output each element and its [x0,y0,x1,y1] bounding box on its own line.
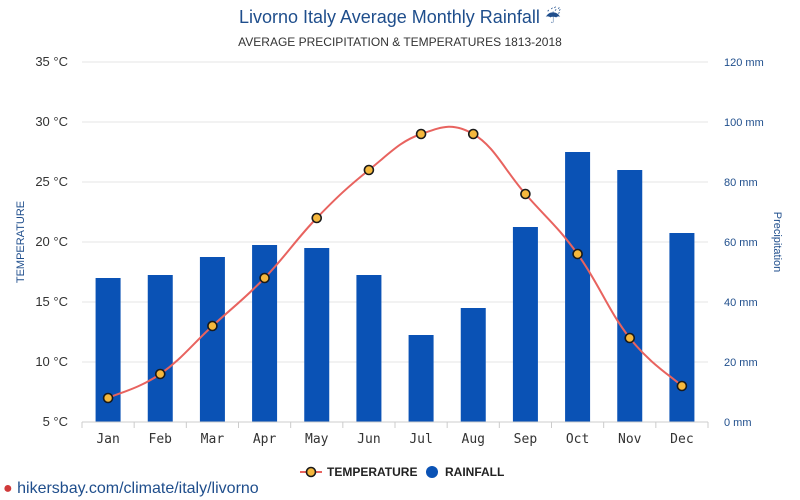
temperature-point [102,392,114,404]
x-tick-label: Jul [409,432,432,447]
footer-link[interactable]: ● hikersbay.com/climate/italy/livorno [3,480,259,498]
y-right-axis-title: Precipitation [771,212,783,273]
x-tick-label: Sep [514,432,538,447]
rainfall-bar [512,227,538,422]
rainfall-bar [617,170,643,422]
x-tick-label: May [305,432,329,447]
rainfall-bar [304,248,330,422]
x-tick-label: Feb [149,432,173,447]
temperature-point [259,272,270,284]
y-right-tick-label: 120 mm [724,57,764,69]
y-left-tick-label: 20 °C [35,234,68,249]
footer-url: hikersbay.com/climate/italy/livorno [17,480,259,497]
rainfall-bar [147,275,173,422]
legend-layer: TEMPERATURE RAINFALL [300,465,504,479]
chart-title: Livorno Italy Average Monthly Rainfall ☔ [239,7,561,27]
y-left-tick-label: 30 °C [35,114,68,129]
x-tick-label: Nov [618,432,642,447]
rainfall-bar [460,308,486,422]
y-left-axis-title: TEMPERATURE [15,201,27,283]
legend-rainfall-swatch [426,466,438,478]
y-right-tick-label: 80 mm [724,177,758,189]
chart-subtitle: AVERAGE PRECIPITATION & TEMPERATURES 181… [238,35,562,49]
y-left-tick-label: 5 °C [43,414,68,429]
y-right-tick-label: 20 mm [724,357,758,369]
legend-temperature-label: TEMPERATURE [327,465,417,479]
temperature-point [363,164,375,176]
grid-layer [82,61,708,423]
temperature-point [311,212,323,224]
axis-layer: 5 °C 0 mm 10 °C 20 mm 15 °C 40 mm 20 °C 60 mm 25… [15,54,783,447]
x-tick-label: Jun [357,432,380,447]
x-tick-label: Mar [201,432,225,447]
x-tick-label: Jan [96,432,119,447]
temperature-point [154,368,166,380]
y-right-tick-label: 0 mm [724,417,752,429]
y-left-tick-label: 10 °C [35,354,68,369]
line-layer [102,125,688,404]
temperature-line [107,125,683,399]
temperature-point [415,128,427,140]
temperature-point [207,320,218,332]
temperature-point [676,380,688,392]
location-pin-icon: ● [3,480,13,497]
rainfall-bar [252,245,278,422]
x-tick-label: Oct [566,432,589,447]
bar-layer [95,152,695,422]
temperature-point [572,248,583,260]
rainfall-bar [408,335,434,422]
y-right-tick-label: 40 mm [724,297,758,309]
rainfall-bar [199,257,225,422]
y-left-tick-label: 15 °C [35,294,68,309]
legend-rainfall-label: RAINFALL [445,465,504,479]
rainfall-bar [669,233,695,422]
temperature-point [520,188,531,200]
y-right-tick-label: 60 mm [724,237,758,249]
legend-temperature-marker [305,466,317,478]
y-left-tick-label: 35 °C [35,54,68,69]
temperature-point [467,128,479,140]
temperature-point [624,332,636,344]
x-tick-label: Aug [462,432,485,447]
x-tick-label: Dec [670,432,693,447]
x-tick-label: Apr [253,432,277,447]
y-right-tick-label: 100 mm [724,117,764,129]
rainfall-bar [565,152,591,422]
y-left-tick-label: 25 °C [35,174,68,189]
rainfall-bar [356,275,382,422]
